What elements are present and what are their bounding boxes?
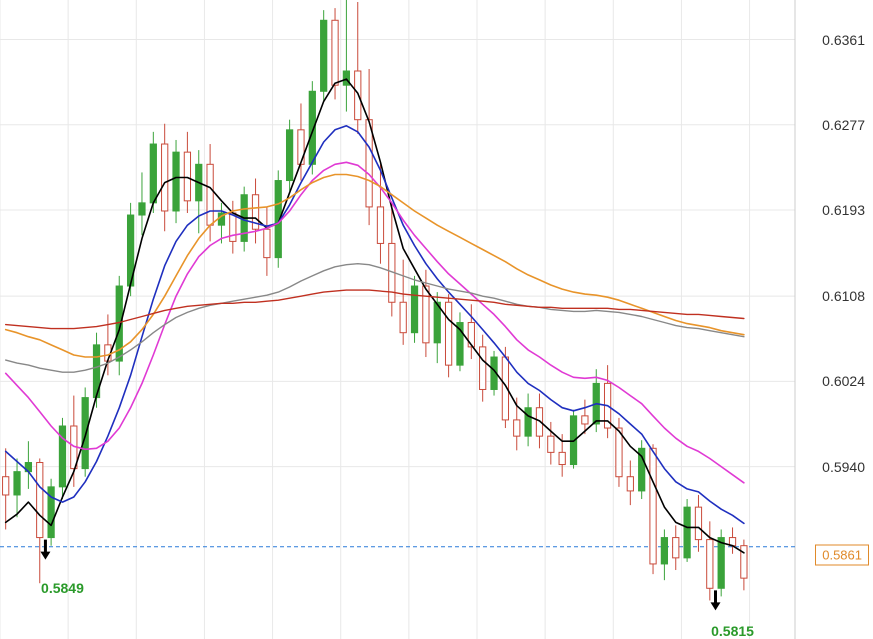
y-axis-label: 0.6193: [822, 202, 865, 218]
y-axis-label: 0.6108: [822, 288, 865, 304]
y-axis-label: 0.6277: [822, 117, 865, 133]
y-axis-label: 0.5940: [822, 459, 865, 475]
y-axis-label: 0.6024: [822, 373, 865, 389]
candlestick-chart[interactable]: 0.6361 0.6277 0.6193 0.6108 0.6024 0.5940 0.58…: [0, 0, 873, 639]
pivot-label: 0.5815: [711, 623, 754, 639]
pivot-label: 0.5849: [41, 580, 84, 596]
y-axis-label: 0.6361: [822, 32, 865, 48]
chart-svg: [0, 0, 873, 639]
current-price-label: 0.5861: [815, 544, 869, 565]
